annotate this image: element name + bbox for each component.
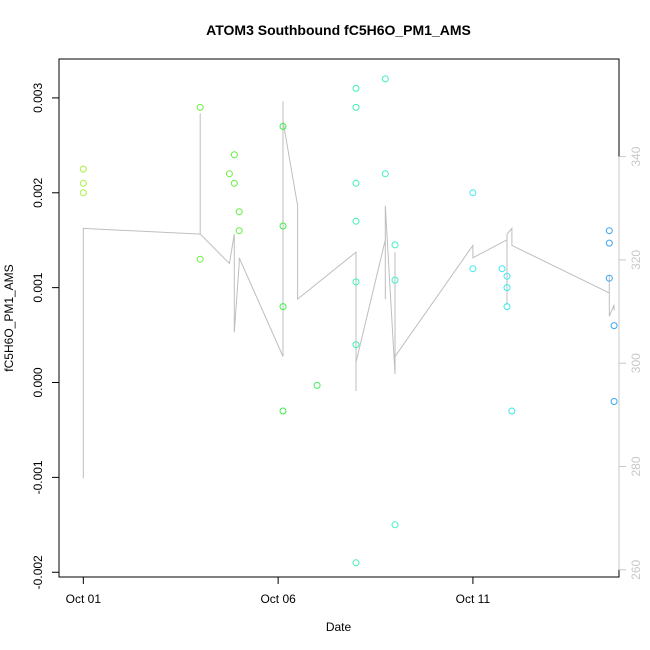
data-point [352, 559, 360, 567]
data-point [605, 227, 613, 235]
data-point [610, 322, 618, 330]
x-tick-label: Oct 11 [456, 592, 491, 606]
data-point [352, 341, 360, 349]
data-point [279, 303, 287, 311]
data-point [352, 103, 360, 111]
data-point [469, 189, 477, 197]
y-axis-label: fC5H6O_PM1_AMS [2, 264, 16, 371]
data-point [503, 284, 511, 292]
data-point [381, 75, 389, 83]
data-point [235, 227, 243, 235]
data-point [352, 84, 360, 92]
secondary-y-tick-label: 280 [629, 456, 643, 476]
x-axis: Oct 01 Oct 06 Oct 11 [66, 576, 491, 606]
y-tick-label: 0.002 [31, 177, 45, 207]
data-point [381, 170, 389, 178]
data-points-layer [79, 75, 618, 567]
data-point [279, 407, 287, 415]
y-axis: -0.002 -0.001 0.000 0.001 0.002 0.003 [31, 83, 60, 589]
data-point [391, 241, 399, 249]
data-point [352, 278, 360, 286]
y-tick-label: 0.001 [31, 272, 45, 302]
data-point [508, 407, 516, 415]
secondary-y-tick-label: 320 [629, 250, 643, 270]
data-point [196, 103, 204, 111]
data-point [610, 398, 618, 405]
data-point [196, 255, 204, 263]
x-axis-label: Date [326, 620, 352, 634]
plot-area-frame [58, 58, 620, 578]
data-point [79, 165, 87, 173]
secondary-y-axis: 260 280 300 320 340 [618, 146, 643, 580]
x-tick-label: Oct 06 [260, 592, 296, 606]
chart-title: ATOM3 Southbound fC5H6O_PM1_AMS [206, 22, 471, 38]
y-tick-label: -0.002 [31, 555, 45, 589]
data-point [391, 521, 399, 529]
data-point [352, 217, 360, 225]
secondary-y-tick-label: 260 [629, 559, 643, 579]
y-tick-label: -0.001 [31, 460, 45, 494]
data-point [230, 179, 238, 187]
data-point [352, 179, 360, 187]
y-tick-label: 0.000 [31, 367, 45, 397]
data-point [503, 272, 511, 280]
data-point [225, 170, 233, 178]
data-point [503, 303, 511, 311]
data-point [498, 265, 506, 273]
data-point [313, 381, 321, 389]
data-point [279, 122, 287, 130]
data-point [230, 151, 238, 159]
secondary-series-line [82, 101, 615, 479]
data-point [469, 265, 477, 273]
data-point [279, 222, 287, 230]
x-tick-label: Oct 01 [66, 592, 102, 606]
secondary-series-layer [82, 101, 615, 479]
secondary-y-tick-label: 300 [629, 353, 643, 373]
data-point [79, 179, 87, 187]
data-point [605, 239, 613, 247]
data-point [391, 276, 399, 284]
y-tick-label: 0.003 [31, 83, 45, 113]
data-point [605, 274, 613, 282]
data-point [235, 208, 243, 216]
data-point [79, 189, 87, 197]
secondary-y-tick-label: 340 [629, 146, 643, 166]
